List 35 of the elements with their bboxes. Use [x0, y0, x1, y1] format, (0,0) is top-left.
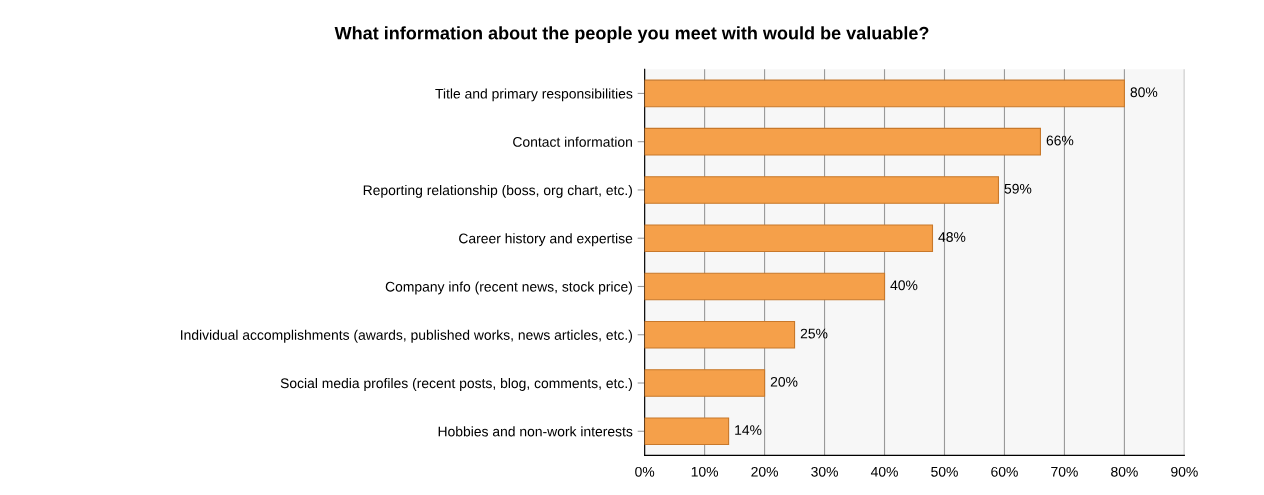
bar — [644, 272, 886, 301]
data-label: 25% — [800, 328, 828, 339]
x-tick-label: 90% — [1171, 466, 1198, 477]
x-tick-label: 70% — [1051, 466, 1078, 477]
y-tick-label: Company info (recent news, stock price) — [385, 281, 632, 295]
bar — [644, 369, 766, 397]
x-tick-label: 40% — [870, 466, 898, 477]
x-tick-label: 20% — [751, 466, 778, 477]
y-tick-label: Hobbies and non-work interests — [438, 426, 633, 437]
data-label: 59% — [1004, 183, 1032, 194]
bar — [644, 79, 1125, 108]
y-tick-label: Social media profiles (recent posts, blog, comments, etc.) — [280, 377, 632, 391]
data-label: 20% — [770, 376, 798, 387]
data-label: 48% — [938, 232, 966, 242]
chart-title: What information about the people you meet with would be valuable? — [334, 26, 929, 44]
bar — [644, 224, 934, 253]
bar — [644, 320, 796, 349]
bar — [644, 176, 1000, 204]
x-tick-label: 10% — [691, 466, 719, 477]
data-label: 66% — [1046, 135, 1074, 146]
y-tick-label: Individual accomplishments (awards, published works, news articles, etc.) — [181, 329, 632, 343]
x-tick-label: 50% — [931, 466, 958, 477]
y-tick-label: Reporting relationship (boss, org chart, etc.) — [363, 184, 632, 198]
y-tick-label: Career history and expertise — [459, 233, 633, 247]
x-tick-label: 60% — [991, 466, 1018, 477]
x-tick-label: 0% — [635, 466, 655, 477]
x-tick-label: 30% — [811, 466, 838, 477]
data-label: 14% — [735, 425, 762, 435]
data-label: 80% — [1130, 87, 1158, 98]
data-label: 40% — [890, 280, 918, 291]
y-tick-label: Contact information — [513, 136, 632, 147]
bar — [644, 417, 730, 446]
x-tick-label: 80% — [1111, 466, 1138, 477]
bar — [644, 127, 1041, 156]
y-tick-label: Title and primary responsibilities — [435, 88, 633, 102]
